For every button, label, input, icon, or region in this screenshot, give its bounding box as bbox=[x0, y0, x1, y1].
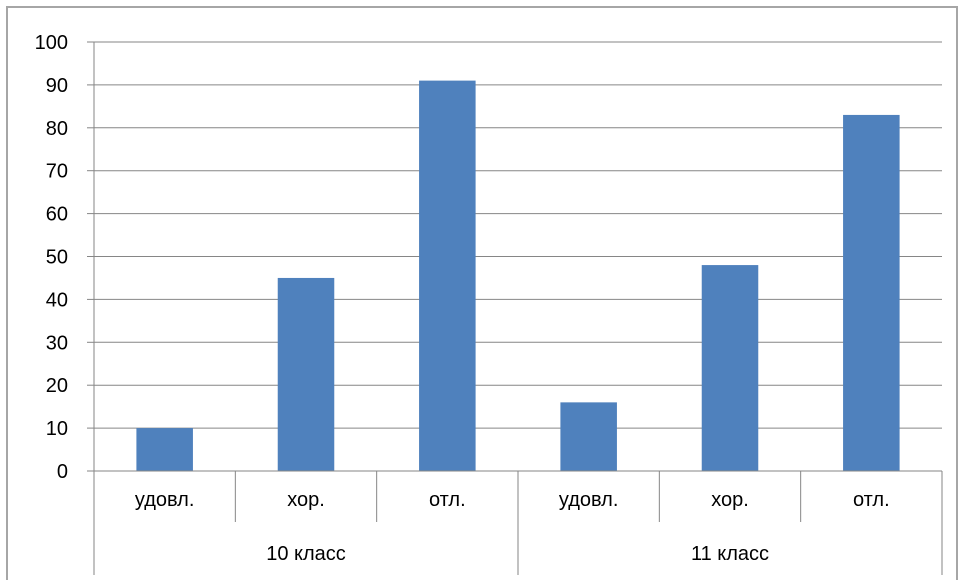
y-tick-label: 20 bbox=[46, 375, 68, 397]
y-tick-label: 0 bbox=[57, 461, 68, 483]
y-tick-label: 70 bbox=[46, 161, 68, 183]
y-tick-label: 50 bbox=[46, 247, 68, 269]
gridlines bbox=[94, 41, 942, 429]
y-tick-label: 90 bbox=[46, 75, 68, 97]
x-group-label: 10 класс bbox=[266, 543, 346, 565]
y-tick-label: 100 bbox=[35, 32, 68, 54]
x-category-label: удовл. bbox=[135, 489, 195, 511]
bar-1-3 bbox=[419, 80, 476, 472]
y-tick-label: 80 bbox=[46, 118, 68, 140]
x-category-label: отл. bbox=[429, 489, 466, 511]
bar-1-1 bbox=[136, 428, 193, 471]
y-tick-label: 40 bbox=[46, 289, 68, 311]
y-tick-label: 30 bbox=[46, 332, 68, 354]
bar-2-3 bbox=[843, 114, 900, 472]
y-tick-label: 60 bbox=[46, 204, 68, 226]
x-group-label: 11 класс bbox=[691, 543, 769, 565]
x-category-label: удовл. bbox=[559, 489, 619, 511]
x-category-label: отл. bbox=[853, 489, 890, 511]
bar-1-2 bbox=[277, 277, 335, 471]
bar-2-1 bbox=[560, 402, 617, 471]
bars bbox=[136, 80, 900, 472]
axes bbox=[87, 41, 943, 575]
x-category-label: хор. bbox=[711, 489, 749, 511]
bar-2-2 bbox=[701, 265, 759, 471]
x-category-label: хор. bbox=[287, 489, 325, 511]
y-tick-label: 10 bbox=[46, 418, 68, 440]
labels: 0 10 20 30 40 50 60 70 80 90 100 удовл. хор. отл. удов… bbox=[35, 32, 890, 565]
chart-frame bbox=[6, 6, 958, 580]
